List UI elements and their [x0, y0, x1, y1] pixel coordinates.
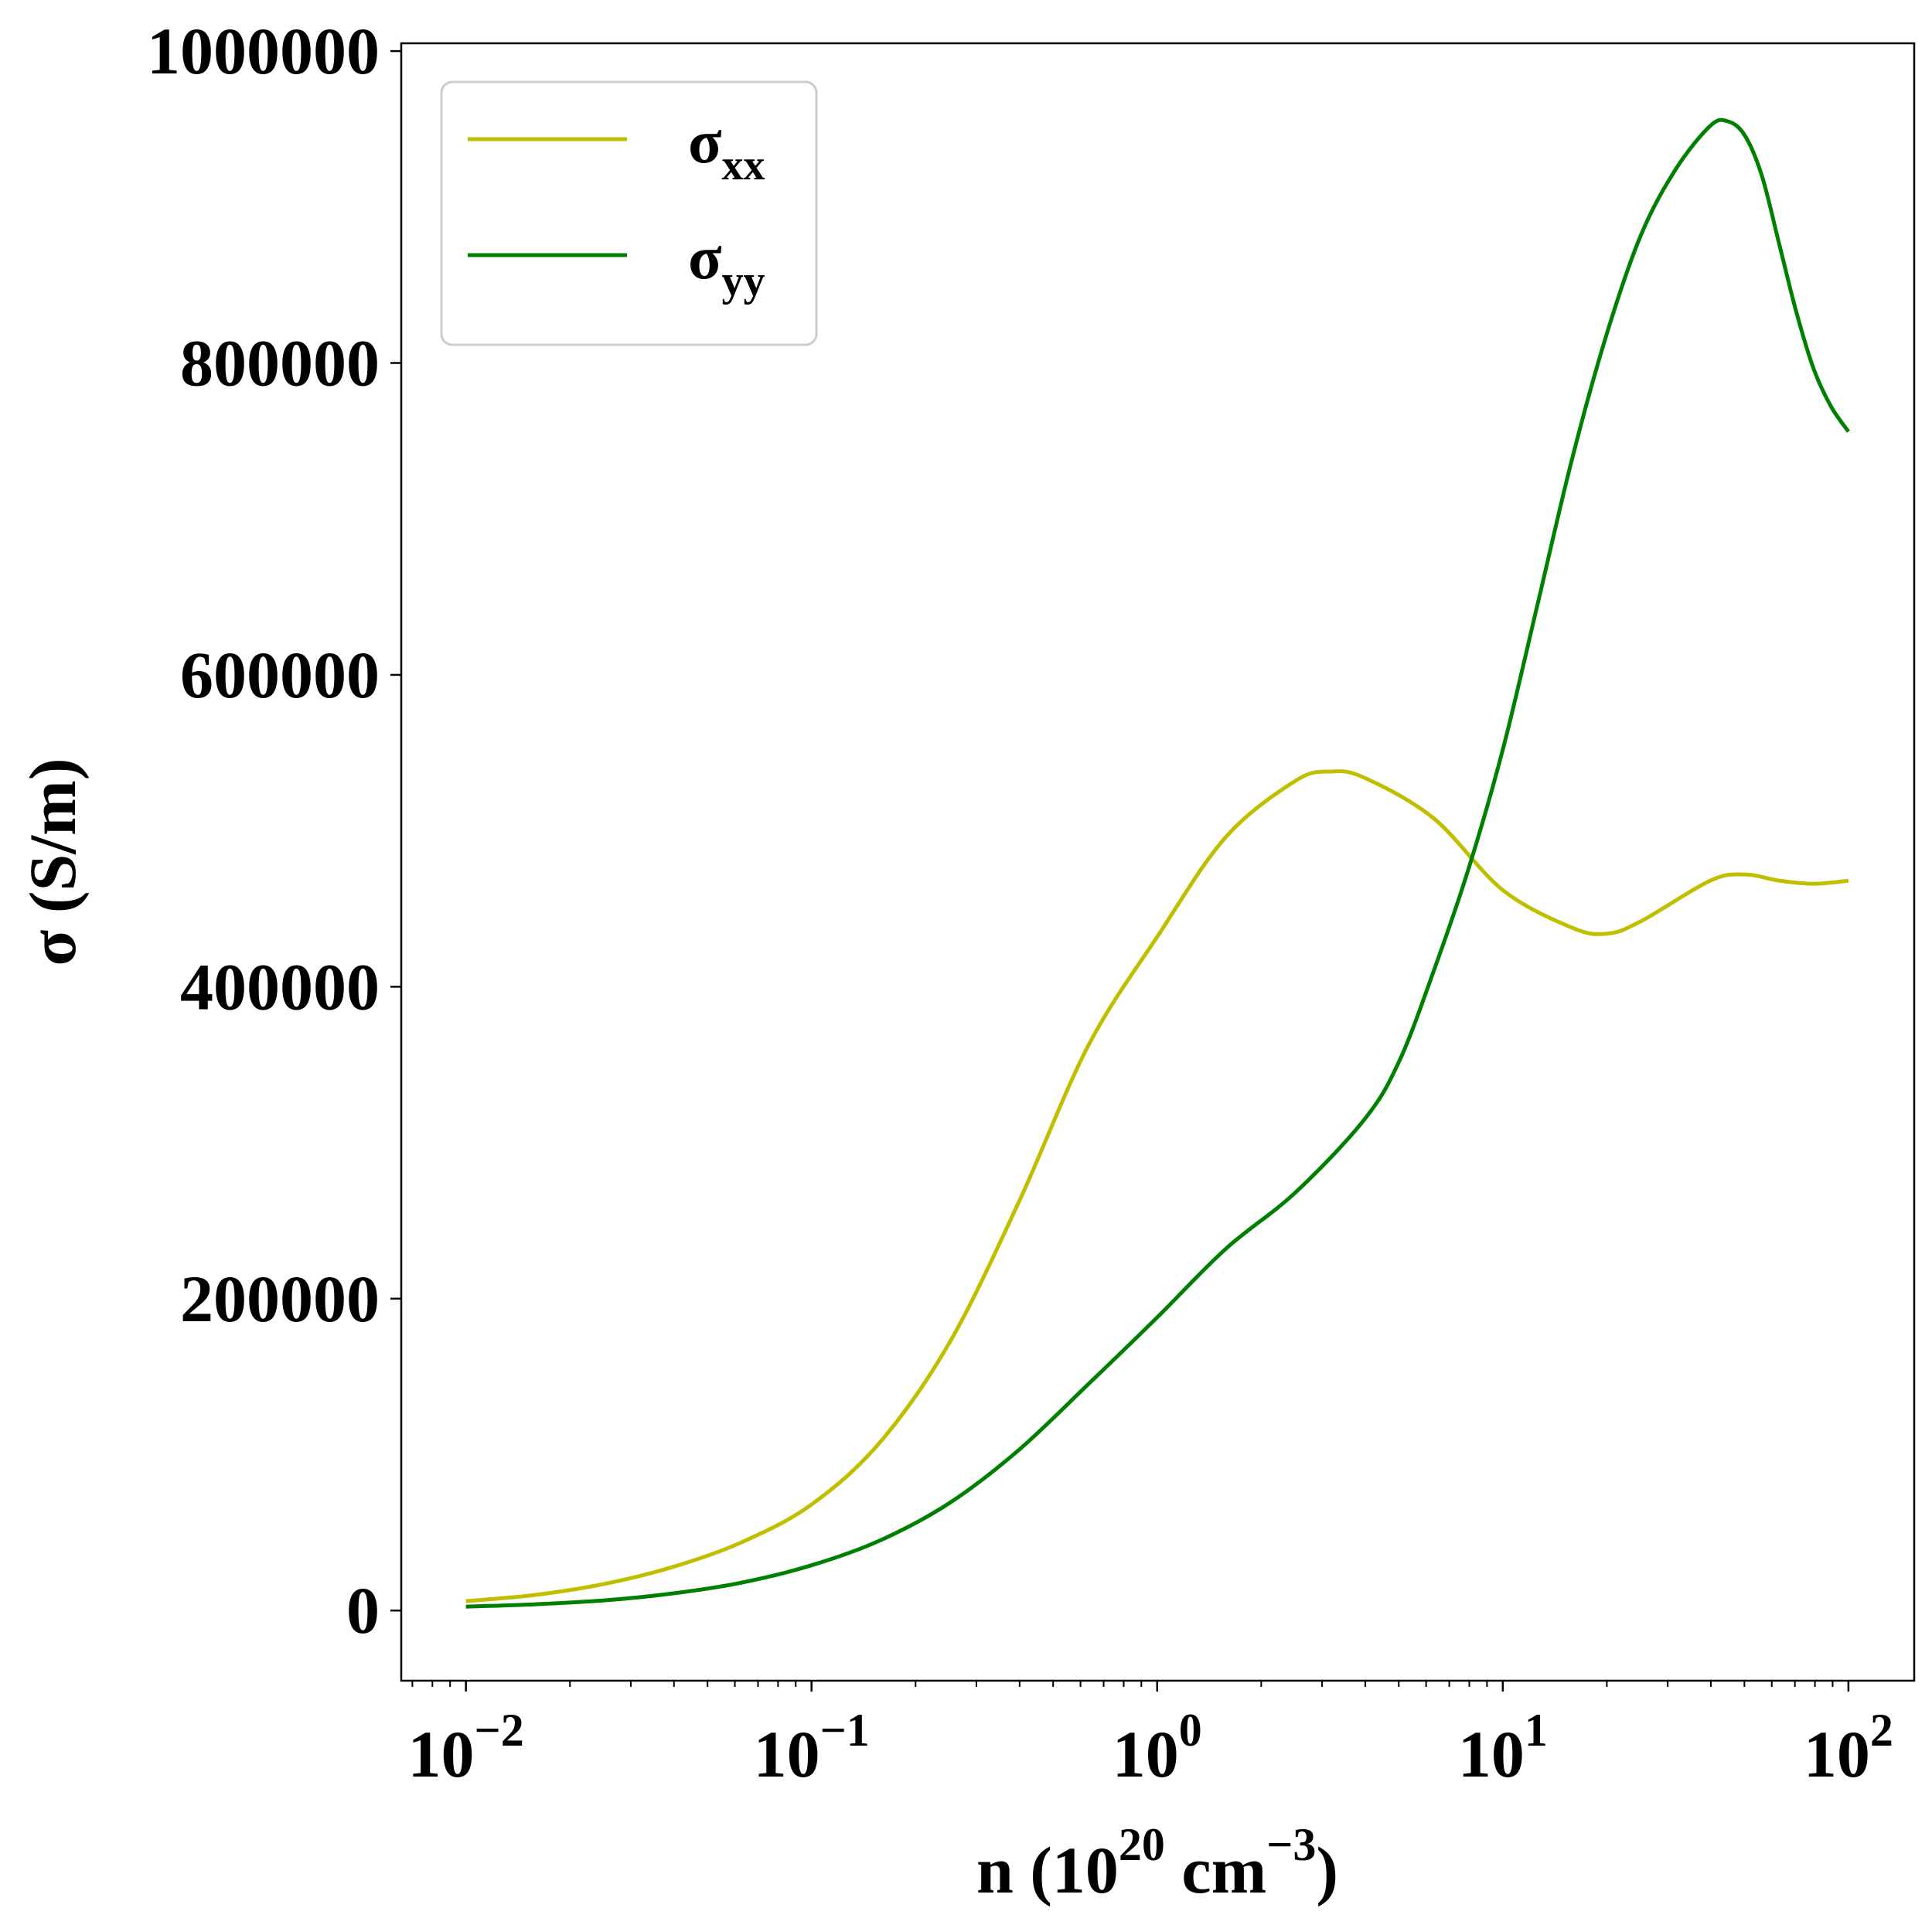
y-tick-label: 0	[346, 1573, 380, 1647]
legend-label-sigma-yy: σyy	[688, 224, 765, 305]
x-tick-label: 10−2	[408, 1705, 524, 1791]
y-tick-label: 200000	[180, 1262, 380, 1336]
legend: σxx σyy	[440, 80, 818, 346]
y-axis: 0 200000 400000 600000 800000 1000000	[147, 14, 401, 1647]
series-line-sigma-yy	[465, 118, 1850, 1609]
x-axis-label-sup1: 20	[1119, 1819, 1165, 1870]
series-layer	[465, 118, 1850, 1609]
x-axis-minor-ticks	[411, 1681, 1834, 1687]
x-axis: 10−2 10−1 100 101 102	[408, 1681, 1893, 1791]
x-axis-label: n (1020 cm−3)	[976, 1819, 1338, 1907]
legend-box	[440, 80, 818, 346]
x-axis-label-base: n (10	[976, 1833, 1119, 1907]
x-axis-label-sup2: −3	[1266, 1819, 1316, 1870]
x-axis-label-end: )	[1316, 1833, 1338, 1907]
series-line-sigma-xx	[465, 769, 1849, 1603]
y-tick-label: 1000000	[147, 14, 380, 88]
x-axis-label-mid: cm	[1165, 1833, 1266, 1907]
y-tick-label: 800000	[180, 326, 380, 400]
y-axis-label: σ (S/m)	[15, 758, 90, 966]
x-tick-label: 102	[1804, 1705, 1893, 1791]
y-tick-label: 400000	[180, 949, 380, 1024]
x-tick-label: 100	[1113, 1705, 1202, 1791]
y-tick-label: 600000	[180, 638, 380, 712]
x-tick-label: 101	[1458, 1705, 1548, 1791]
legend-label-sigma-xx: σxx	[688, 108, 765, 189]
x-tick-label: 10−1	[754, 1705, 870, 1791]
